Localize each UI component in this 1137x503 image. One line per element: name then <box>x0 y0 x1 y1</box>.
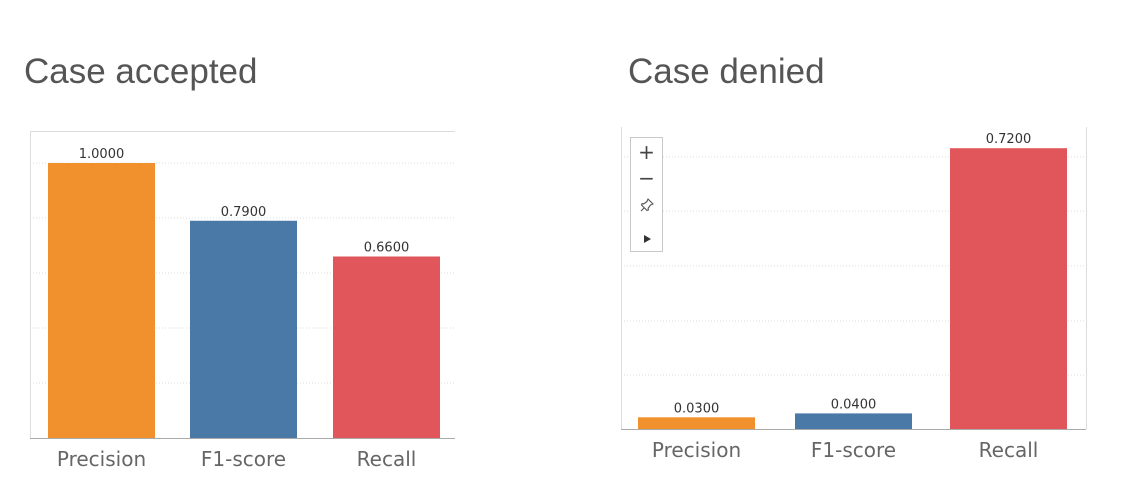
category-label-accepted-f1-score: F1-score <box>201 447 286 471</box>
play-icon <box>643 235 651 243</box>
category-label-denied-precision: Precision <box>652 438 741 462</box>
bar-accepted-f1-score[interactable] <box>190 220 297 438</box>
value-label-accepted-recall: 0.6600 <box>364 241 410 256</box>
zoom-in-button[interactable]: + <box>631 139 662 165</box>
category-label-denied-f1-score: F1-score <box>811 438 896 462</box>
bar-denied-precision[interactable] <box>638 417 755 429</box>
bar-accepted-precision[interactable] <box>48 163 155 438</box>
value-label-denied-recall: 0.7200 <box>986 132 1032 147</box>
value-label-denied-f1-score: 0.0400 <box>831 397 877 412</box>
category-label-denied-recall: Recall <box>979 438 1039 462</box>
bar-denied-recall[interactable] <box>950 148 1067 429</box>
pin-icon <box>640 198 654 212</box>
plus-icon: + <box>638 140 655 164</box>
value-label-accepted-precision: 1.0000 <box>79 147 125 162</box>
value-label-accepted-f1-score: 0.7900 <box>221 205 267 220</box>
pin-button[interactable] <box>631 192 662 218</box>
play-button[interactable] <box>631 226 662 252</box>
category-label-accepted-recall: Recall <box>357 447 417 471</box>
chart-title-case-accepted: Case accepted <box>24 52 258 91</box>
chart-toolbar: + − <box>630 137 663 252</box>
chart-title-case-denied: Case denied <box>628 52 825 91</box>
category-label-accepted-precision: Precision <box>57 447 146 471</box>
bar-accepted-recall[interactable] <box>333 256 440 439</box>
zoom-out-button[interactable]: − <box>631 165 662 191</box>
value-label-denied-precision: 0.0300 <box>674 401 720 416</box>
bar-denied-f1-score[interactable] <box>795 413 912 429</box>
minus-icon: − <box>638 166 655 190</box>
